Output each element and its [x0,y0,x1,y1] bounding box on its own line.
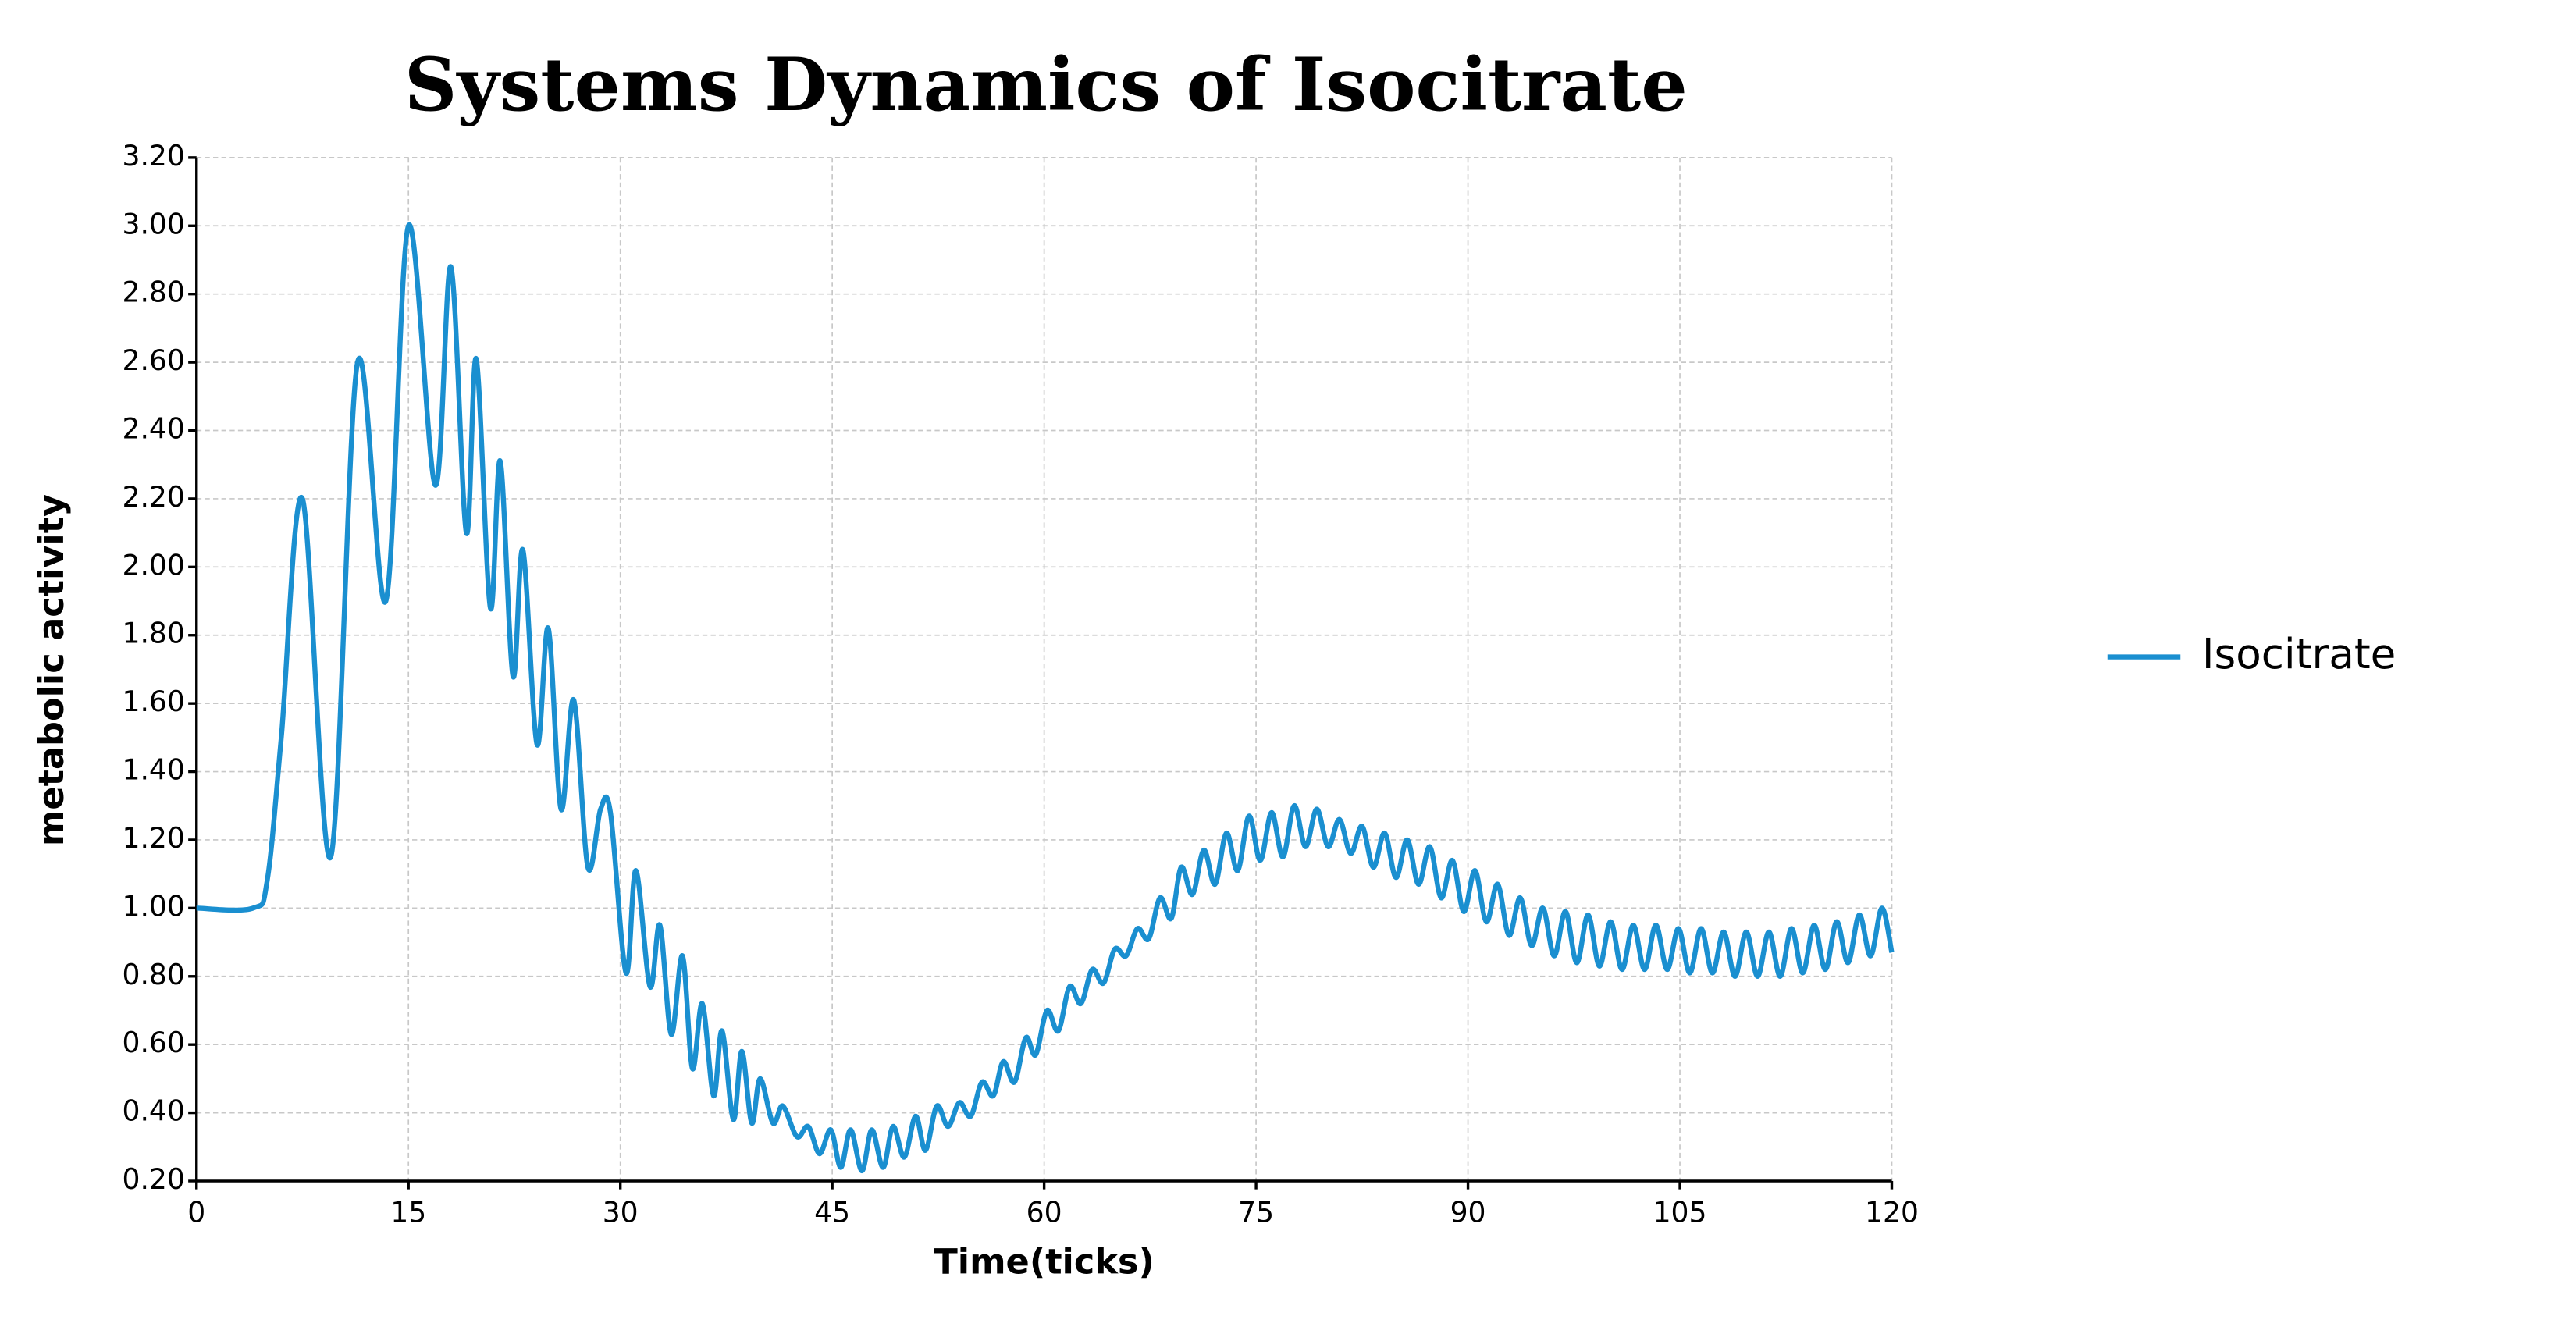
y-tick-label: 0.20 [122,1162,184,1196]
x-tick-label: 90 [1450,1196,1486,1229]
x-tick-label: 15 [390,1196,426,1229]
x-tick-label: 120 [1865,1196,1919,1229]
x-tick-label: 60 [1026,1196,1062,1229]
y-tick-label: 1.80 [122,617,184,650]
x-tick-label: 30 [603,1196,639,1229]
y-axis-label: metabolic activity [31,494,72,846]
y-tick-label: 2.80 [122,276,184,309]
x-tick-label: 45 [814,1196,850,1229]
y-tick-label: 2.60 [122,343,184,377]
y-tick-label: 0.40 [122,1094,184,1128]
x-axis-label: Time(ticks) [934,1241,1155,1282]
y-tick-label: 2.40 [122,412,184,446]
legend-label: Isocitrate [2202,630,2396,678]
y-tick-label: 3.20 [122,139,184,173]
y-tick-label: 2.00 [122,548,184,582]
y-tick-label: 1.40 [122,753,184,787]
chart-title: Systems Dynamics of Isocitrate [404,42,1688,128]
x-tick-label: 75 [1238,1196,1274,1229]
y-tick-label: 1.20 [122,821,184,855]
y-tick-label: 0.80 [122,958,184,991]
data-line [196,222,1895,1174]
x-tick-label: 105 [1653,1196,1707,1229]
y-tick-label: 2.20 [122,480,184,514]
y-tick-label: 0.60 [122,1026,184,1059]
x-tick-label: 0 [187,1196,205,1229]
y-tick-label: 3.00 [122,207,184,240]
y-tick-label: 1.60 [122,685,184,718]
y-tick-label: 1.00 [122,889,184,923]
